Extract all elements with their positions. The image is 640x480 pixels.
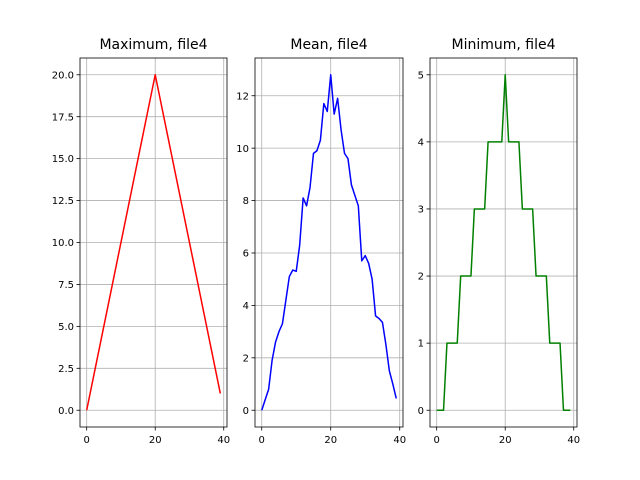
y-tick-label: 5 (418, 70, 424, 81)
y-tick-label: 7.5 (58, 280, 74, 291)
series-line-minimum (436, 74, 571, 411)
grid-maximum (80, 58, 227, 427)
y-tick-label: 4 (243, 301, 249, 312)
y-tick-label: 0 (243, 406, 249, 417)
y-tick-label: 2.5 (58, 364, 74, 375)
y-tick-label: 10.0 (52, 238, 74, 249)
x-tick-label: 20 (499, 435, 512, 446)
y-tick-label: 12 (236, 91, 249, 102)
series-line-maximum (85, 74, 222, 411)
y-tick-label: 6 (243, 249, 249, 260)
x-tick-label: 40 (217, 435, 230, 446)
x-tick-label: 0 (259, 435, 265, 446)
y-tick-label: 15.0 (52, 154, 74, 165)
chart-title-minimum: Minimum, file4 (451, 37, 555, 53)
ticks-mean: 0 20 40 0 2 4 6 8 10 12 (236, 91, 406, 446)
y-tick-label: 1 (418, 339, 424, 350)
axes-maximum: Maximum, file4 0 20 40 0.0 2.5 5.0 7.5 10.0 12.5… (52, 37, 230, 446)
y-tick-label: 2 (418, 272, 424, 283)
x-tick-label: 0 (83, 435, 89, 446)
y-tick-label: 12.5 (52, 196, 74, 207)
ticks-minimum: 0 20 40 0 1 2 3 4 5 (418, 70, 580, 446)
y-tick-label: 0 (418, 406, 424, 417)
y-tick-label: 4 (418, 137, 424, 148)
y-tick-label: 10 (236, 144, 249, 155)
x-tick-label: 40 (567, 435, 580, 446)
chart-title-mean: Mean, file4 (290, 37, 367, 53)
y-tick-label: 20.0 (52, 70, 74, 81)
chart-title-maximum: Maximum, file4 (99, 37, 207, 53)
axes-mean: Mean, file4 0 20 40 0 2 4 6 8 10 12 (236, 37, 406, 446)
ticks-maximum: 0 20 40 0.0 2.5 5.0 7.5 10.0 12.5 15.0 17.5 20.0 (52, 70, 230, 446)
series-line-mean (261, 74, 397, 411)
x-tick-label: 0 (433, 435, 439, 446)
grid-mean (255, 58, 403, 427)
axes-frame-mean (254, 57, 404, 428)
x-tick-label: 20 (149, 435, 162, 446)
x-tick-label: 40 (393, 435, 406, 446)
grid-minimum (430, 58, 577, 427)
y-tick-label: 17.5 (52, 112, 74, 123)
y-tick-label: 0.0 (58, 406, 74, 417)
y-tick-label: 5.0 (58, 322, 74, 333)
axes-minimum: Minimum, file4 0 20 40 0 1 2 3 4 5 (418, 37, 580, 446)
x-tick-label: 20 (324, 435, 337, 446)
y-tick-label: 8 (243, 196, 249, 207)
axes-frame-minimum (429, 57, 578, 428)
y-tick-label: 2 (243, 353, 249, 364)
y-tick-label: 3 (418, 205, 424, 216)
